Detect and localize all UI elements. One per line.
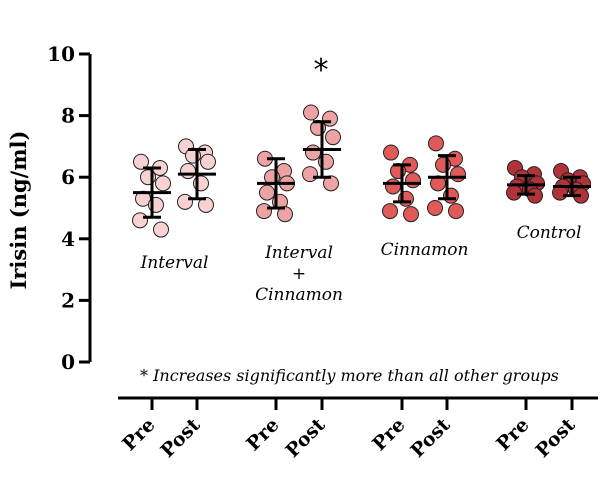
data-point [383,144,399,161]
x-tick-label: Pre [368,414,409,455]
group-labels: Interval Interval + Cinnamon * Cinnamon Contro… [140,53,582,305]
data-point [302,166,318,183]
data-point [385,178,401,195]
data-point [177,193,193,210]
significance-asterisk: * [314,53,329,88]
x-tick-label: Post [406,414,454,462]
data-point [305,144,321,161]
data-point [527,187,543,204]
group-label: Interval + Cinnamon [255,243,343,305]
data-point [153,221,169,238]
x-tick-label: Post [531,414,579,462]
data-point [403,206,419,223]
group-label: Control [517,223,582,243]
data-point [200,153,216,170]
x-tick-label: Post [281,414,329,462]
y-tick-label: 8 [61,104,75,128]
y-axis-title: Irisin (ng/ml) [6,131,31,290]
data-point [180,163,196,180]
data-point [405,172,421,189]
y-axis: 0 2 4 6 8 10 [47,42,92,374]
data-marks [132,104,591,238]
data-point [450,166,466,183]
data-point [155,175,171,192]
data-point [506,184,522,201]
x-tick-label: Post [156,414,204,462]
data-point [382,203,398,220]
data-point [259,184,275,201]
group-label: Cinnamon [381,240,469,260]
x-tick-label: Pre [492,414,533,455]
y-tick-label: 2 [61,288,75,312]
x-tick-label: Pre [242,414,283,455]
data-point [133,153,149,170]
data-point [325,129,341,146]
y-tick-label: 10 [47,42,75,66]
data-point [256,203,272,220]
data-point [427,200,443,216]
footnote: * Increases significantly more than all … [140,366,559,385]
data-point [428,135,444,152]
data-point [132,212,148,229]
data-point [303,104,319,121]
y-tick-label: 6 [61,165,75,189]
y-tick-label: 4 [61,227,75,251]
group-label: Interval [140,253,209,273]
data-point [448,203,464,220]
x-tick-label: Pre [118,414,159,455]
y-tick-label: 0 [61,350,75,374]
